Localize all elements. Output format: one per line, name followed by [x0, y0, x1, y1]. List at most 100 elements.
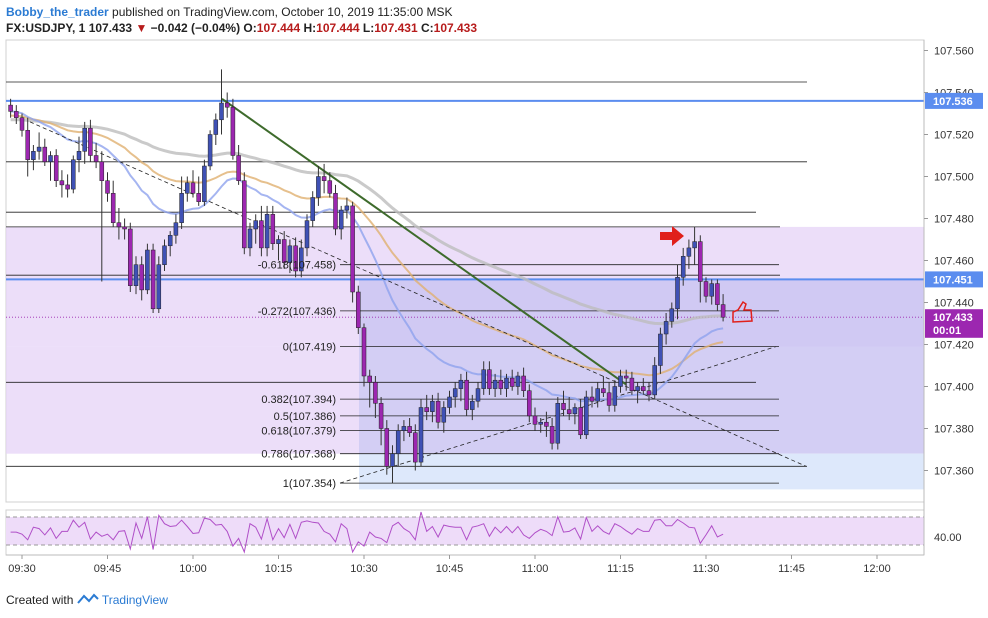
candle — [88, 119, 93, 162]
candle-body — [14, 111, 19, 118]
candle — [139, 256, 144, 301]
candles — [8, 69, 726, 484]
candle-body — [589, 396, 595, 402]
time-tick-label: 10:45 — [436, 563, 464, 575]
candle-body — [316, 176, 321, 198]
candle-body — [709, 283, 714, 297]
candle — [572, 403, 578, 425]
high-value: 107.444 — [316, 21, 360, 35]
candle — [504, 373, 509, 397]
candle-body — [48, 155, 53, 163]
candle-body — [185, 182, 190, 194]
candle — [327, 172, 333, 198]
candle-body — [515, 375, 521, 387]
candle-body — [25, 130, 30, 160]
candle — [623, 369, 629, 391]
candle-body — [167, 235, 173, 247]
candle-body — [344, 205, 350, 211]
candle-body — [196, 193, 201, 202]
candle-body — [395, 430, 401, 454]
candle-body — [133, 264, 139, 286]
candle — [361, 323, 367, 387]
price-axis[interactable]: 107.560107.540107.520107.500107.480107.4… — [923, 40, 974, 555]
candle — [641, 378, 646, 395]
candle-body — [498, 379, 504, 389]
candle-body — [8, 104, 13, 112]
candle-body — [407, 426, 412, 433]
candle-body — [578, 407, 583, 436]
candle — [190, 170, 196, 198]
price-badge-label: 107.433 — [933, 312, 973, 324]
candle — [663, 313, 669, 345]
candle — [686, 239, 692, 269]
candle-body — [259, 220, 264, 249]
price-chart[interactable]: -0.618(107.458) -0.272(107.436) 0(107.419)… — [0, 0, 988, 590]
last-price: 107.433 — [88, 21, 133, 35]
candle-body — [555, 403, 561, 444]
candle — [395, 424, 401, 467]
candle — [618, 369, 623, 393]
candle — [65, 174, 70, 198]
candle-body — [31, 151, 36, 160]
candle — [122, 218, 127, 240]
candle — [492, 373, 498, 397]
fib-level-label: 0.618(107.379) — [261, 426, 336, 438]
candle — [304, 214, 310, 257]
candle — [25, 117, 30, 177]
candle-body — [287, 245, 293, 263]
candle-body — [93, 155, 99, 163]
candle-body — [299, 247, 304, 272]
candle — [378, 397, 384, 446]
fib-level-label: 0(107.419) — [283, 342, 336, 354]
candle — [14, 105, 19, 124]
candle — [162, 239, 167, 271]
tradingview-brand[interactable]: TradingView — [101, 593, 168, 607]
candle-body — [646, 390, 652, 396]
red-arrow-icon — [660, 226, 684, 246]
candle — [31, 145, 36, 171]
candle-body — [156, 264, 162, 310]
candle — [487, 361, 492, 395]
candle-body — [338, 209, 344, 230]
candle-body — [686, 247, 692, 257]
candle-body — [447, 396, 452, 408]
candle-body — [703, 281, 709, 297]
candle — [299, 239, 304, 278]
candle-body — [190, 182, 196, 194]
time-axis[interactable]: 09:30 09:45 10:00 10:15 10:30 10:45 11:00 11:15… — [6, 554, 924, 575]
time-tick-label: 09:45 — [94, 563, 122, 575]
price-tick-label: 107.380 — [934, 424, 974, 436]
candle — [424, 394, 429, 421]
candle — [316, 166, 321, 206]
price-tick-label: 107.400 — [934, 382, 974, 394]
candle-body — [675, 277, 680, 310]
candle-body — [145, 249, 150, 291]
created-with-text: Created with — [6, 593, 74, 607]
candle — [373, 376, 378, 418]
candle-body — [276, 239, 281, 244]
price-badge-label: 107.451 — [933, 274, 973, 286]
candle — [675, 264, 680, 320]
price-badge-label: 107.536 — [933, 96, 973, 108]
candle-body — [623, 375, 629, 379]
published-text: published on TradingView.com, October 10… — [112, 5, 453, 19]
price-tick-label: 107.440 — [934, 298, 974, 310]
candle — [384, 420, 390, 475]
candle — [236, 145, 241, 185]
candle — [367, 369, 372, 408]
author-link[interactable]: Bobby_the_trader — [6, 5, 109, 19]
price-badge — [925, 321, 983, 338]
candle — [99, 151, 105, 282]
chart-header: Bobby_the_trader published on TradingVie… — [6, 4, 477, 36]
close-label: C: — [420, 21, 434, 35]
candle-body — [139, 264, 144, 291]
candle-body — [19, 117, 25, 131]
price-badge-label: 00:01 — [933, 325, 961, 337]
price-tick-label: 107.500 — [934, 172, 974, 184]
time-tick-label: 10:15 — [265, 563, 293, 575]
candle-body — [544, 421, 549, 427]
candle-body — [173, 222, 179, 236]
candle-body — [504, 377, 509, 389]
candle — [646, 382, 652, 402]
candle-body — [71, 159, 76, 190]
